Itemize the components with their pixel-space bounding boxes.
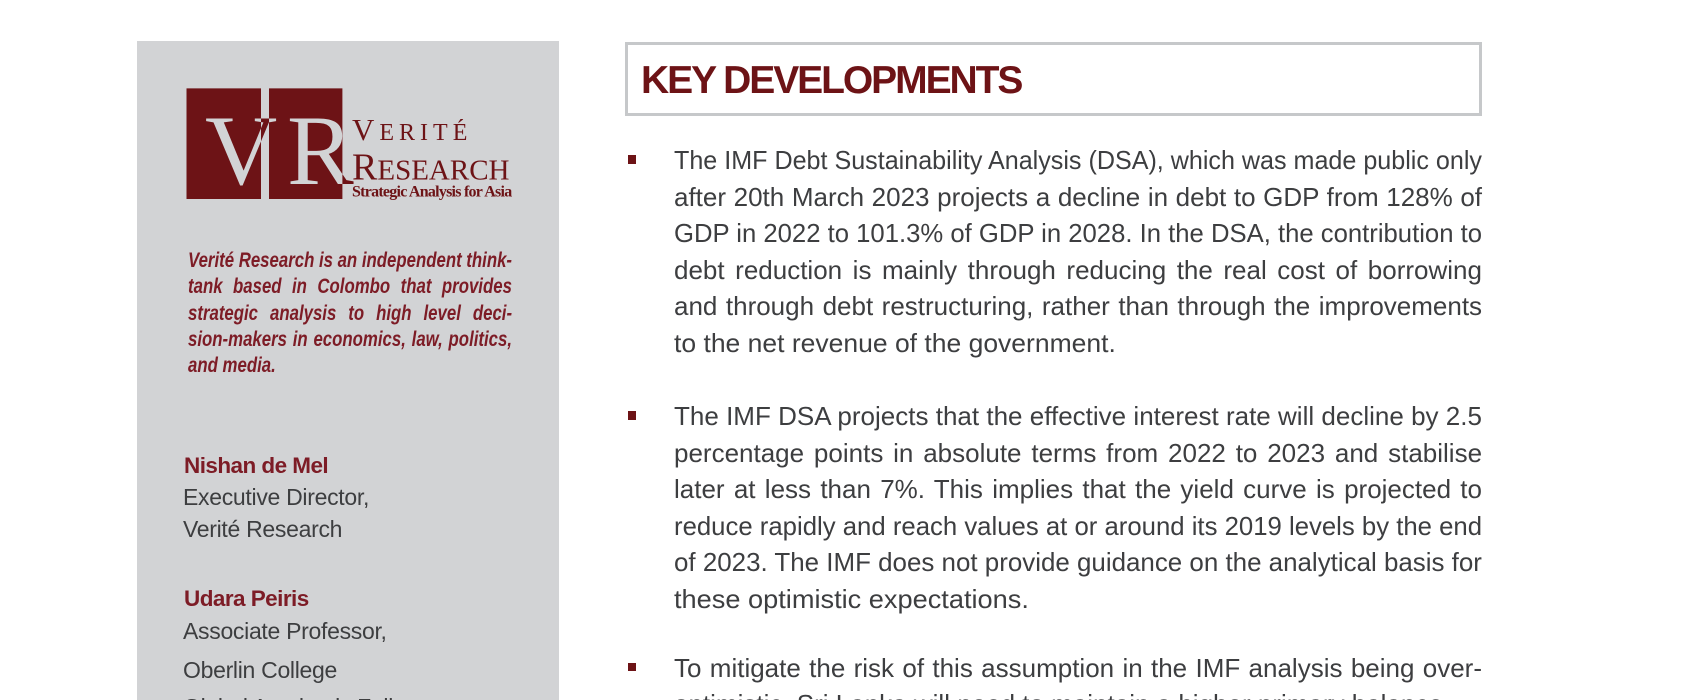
svg-text:RESEARCH: RESEARCH [352,146,510,188]
svg-text:VERITÉ: VERITÉ [352,112,472,147]
svg-text:Strategic Analysis for Asia: Strategic Analysis for Asia [352,183,512,200]
